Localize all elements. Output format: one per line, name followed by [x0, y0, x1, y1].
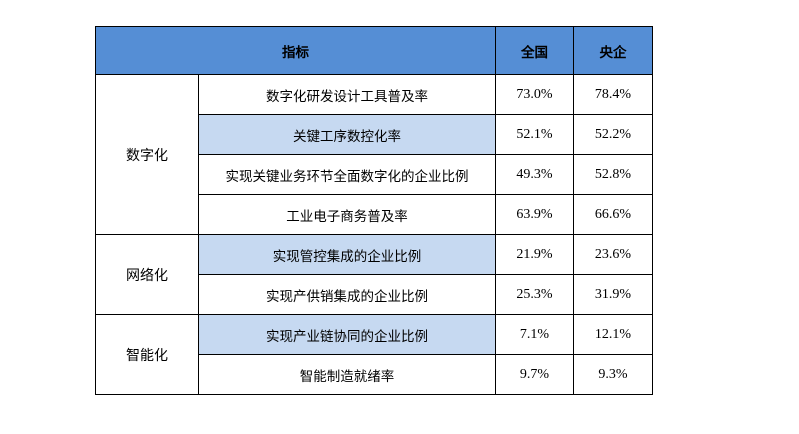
table-row: 关键工序数控化率 52.1% 52.2% — [96, 114, 653, 155]
national-cell: 25.3% — [495, 274, 574, 315]
header-central-soe: 央企 — [573, 26, 653, 75]
table-row: 实现关键业务环节全面数字化的企业比例 49.3% 52.8% — [96, 154, 653, 195]
indicator-cell: 实现产供销集成的企业比例 — [198, 274, 496, 315]
national-cell: 63.9% — [495, 194, 574, 235]
central-soe-cell: 52.2% — [573, 114, 653, 155]
central-soe-cell: 52.8% — [573, 154, 653, 195]
category-cell: 网络化 — [95, 234, 199, 315]
indicator-cell: 关键工序数控化率 — [198, 114, 496, 155]
header-national: 全国 — [495, 26, 574, 75]
table-row: 实现产供销集成的企业比例 25.3% 31.9% — [96, 274, 653, 315]
indicator-table: 指标 全国 央企 数字化 数字化研发设计工具普及率 73.0% 78.4% 关键… — [95, 26, 653, 395]
central-soe-cell: 9.3% — [573, 354, 653, 395]
category-cell: 数字化 — [95, 74, 199, 235]
central-soe-cell: 31.9% — [573, 274, 653, 315]
table-body: 数字化 数字化研发设计工具普及率 73.0% 78.4% 关键工序数控化率 52… — [95, 74, 653, 395]
indicator-cell: 智能制造就绪率 — [198, 354, 496, 395]
indicator-cell: 实现产业链协同的企业比例 — [198, 314, 496, 355]
national-cell: 9.7% — [495, 354, 574, 395]
table-row: 数字化 数字化研发设计工具普及率 73.0% 78.4% — [95, 74, 653, 235]
table-row: 网络化 实现管控集成的企业比例 21.9% 23.6% — [95, 234, 653, 315]
table-header: 指标 全国 央企 — [95, 26, 653, 75]
table-row: 工业电子商务普及率 63.9% 66.6% — [96, 194, 653, 235]
table-row: 智能制造就绪率 9.7% 9.3% — [96, 354, 653, 395]
central-soe-cell: 12.1% — [573, 314, 653, 355]
data-table-container: 指标 全国 央企 数字化 数字化研发设计工具普及率 73.0% 78.4% 关键… — [95, 26, 653, 395]
national-cell: 52.1% — [495, 114, 574, 155]
indicator-cell: 实现管控集成的企业比例 — [198, 234, 496, 275]
central-soe-cell: 66.6% — [573, 194, 653, 235]
indicator-cell: 数字化研发设计工具普及率 — [198, 74, 496, 115]
header-indicator: 指标 — [95, 26, 496, 75]
national-cell: 21.9% — [495, 234, 574, 275]
indicator-cell: 实现关键业务环节全面数字化的企业比例 — [198, 154, 496, 195]
national-cell: 49.3% — [495, 154, 574, 195]
national-cell: 73.0% — [495, 74, 574, 115]
national-cell: 7.1% — [495, 314, 574, 355]
central-soe-cell: 23.6% — [573, 234, 653, 275]
indicator-cell: 工业电子商务普及率 — [198, 194, 496, 235]
table-row: 智能化 实现产业链协同的企业比例 7.1% 12.1% — [95, 314, 653, 395]
central-soe-cell: 78.4% — [573, 74, 653, 115]
header-row: 指标 全国 央企 — [95, 26, 653, 75]
category-cell: 智能化 — [95, 314, 199, 395]
